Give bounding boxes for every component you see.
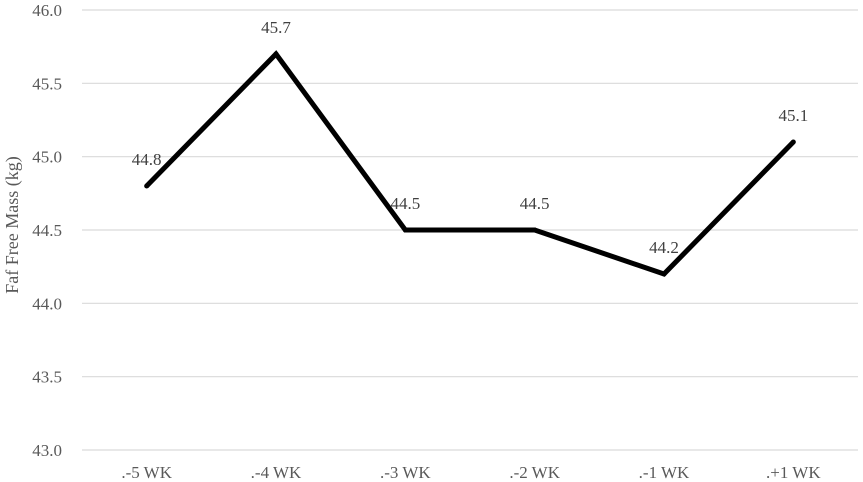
x-axis-ticks: .-5 WK .-4 WK .-3 WK .-2 WK .-1 WK .+1 WK xyxy=(121,463,821,482)
gridlines xyxy=(82,9,858,451)
y-tick-label: 44.5 xyxy=(32,221,62,240)
data-label: 45.1 xyxy=(778,106,808,125)
data-label: 44.2 xyxy=(649,238,679,257)
data-label: 45.7 xyxy=(261,18,291,37)
data-label: 44.5 xyxy=(390,194,420,213)
data-labels: 44.8 45.7 44.5 44.5 44.2 45.1 xyxy=(132,18,808,257)
y-tick-label: 43.5 xyxy=(32,368,62,387)
data-point xyxy=(790,139,796,145)
series-group xyxy=(144,50,796,277)
x-tick-label: .-3 WK xyxy=(380,463,431,482)
series-line xyxy=(144,50,796,277)
y-tick-label: 46.0 xyxy=(32,1,62,20)
y-tick-label: 45.5 xyxy=(32,74,62,93)
data-label: 44.5 xyxy=(520,194,550,213)
data-point xyxy=(273,51,279,57)
y-tick-label: 44.0 xyxy=(32,294,62,313)
x-tick-label: .-5 WK xyxy=(121,463,172,482)
x-tick-label: .-2 WK xyxy=(509,463,560,482)
data-point xyxy=(402,227,408,233)
x-tick-label: .-4 WK xyxy=(251,463,302,482)
data-point xyxy=(661,271,667,277)
y-tick-label: 43.0 xyxy=(32,441,62,460)
y-tick-label: 45.0 xyxy=(32,148,62,167)
x-tick-label: .+1 WK xyxy=(766,463,821,482)
x-tick-label: .-1 WK xyxy=(639,463,690,482)
y-axis-ticks: 43.0 43.5 44.0 44.5 45.0 45.5 46.0 xyxy=(32,1,62,460)
y-axis-title: Faf Free Mass (kg) xyxy=(2,156,23,293)
data-label: 44.8 xyxy=(132,150,162,169)
data-point xyxy=(532,227,538,233)
data-point xyxy=(144,183,150,189)
